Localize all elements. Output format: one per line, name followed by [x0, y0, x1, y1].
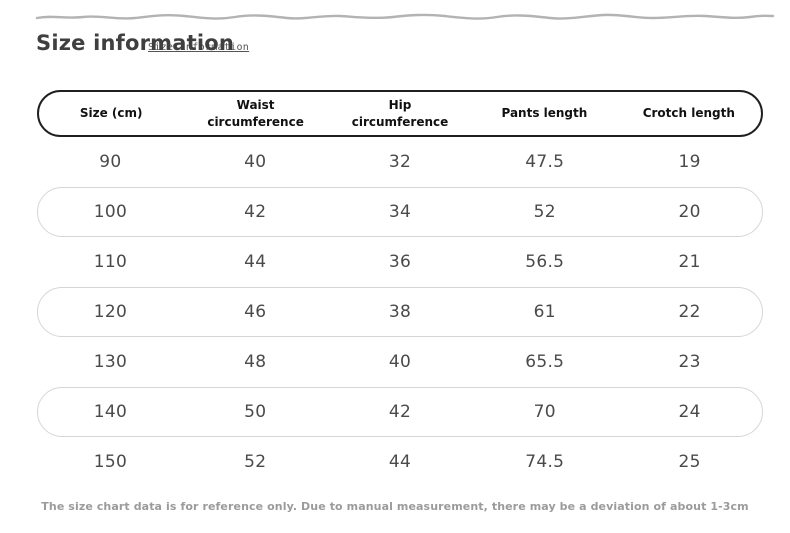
table-row: 120 46 38 61 22	[37, 287, 763, 337]
column-header-crotch-length: Crotch length	[642, 106, 735, 121]
cell-hip: 32	[388, 152, 412, 172]
cell-hip: 42	[388, 402, 412, 422]
table-row: 130 48 40 65.5 23	[37, 337, 763, 387]
cell-hip: 36	[388, 252, 412, 272]
table-row: 110 44 36 56.5 21	[37, 237, 763, 287]
section-title-block: Size information Size information	[36, 31, 790, 61]
cell-crotch-length: 20	[678, 202, 701, 222]
column-header-pants-length: Pants length	[501, 106, 588, 121]
cell-crotch-length: 22	[678, 302, 701, 322]
table-row: 100 42 34 52 20	[37, 187, 763, 237]
cell-waist: 48	[244, 352, 267, 372]
table-row: 140 50 42 70 24	[37, 387, 763, 437]
cell-crotch-length: 23	[678, 352, 701, 372]
cell-hip: 44	[388, 452, 412, 472]
size-chart-table: Size (cm) Waist circumference Hip circum…	[37, 90, 763, 487]
cell-size: 130	[93, 352, 128, 372]
cell-pants-length: 70	[533, 402, 556, 422]
cell-hip: 40	[388, 352, 412, 372]
cell-crotch-length: 21	[678, 252, 701, 272]
table-row: 90 40 32 47.5 19	[37, 137, 763, 187]
cell-size: 90	[99, 152, 122, 172]
cell-waist: 42	[244, 202, 267, 222]
cell-pants-length: 74.5	[525, 452, 565, 472]
cell-waist: 40	[244, 152, 267, 172]
cell-crotch-length: 24	[678, 402, 701, 422]
cell-hip: 38	[388, 302, 412, 322]
table-header-row: Size (cm) Waist circumference Hip circum…	[37, 90, 763, 137]
wavy-divider	[0, 0, 790, 23]
cell-pants-length: 47.5	[525, 152, 565, 172]
cell-waist: 46	[244, 302, 267, 322]
cell-crotch-length: 25	[678, 452, 701, 472]
cell-waist: 52	[244, 452, 267, 472]
cell-crotch-length: 19	[678, 152, 701, 172]
cell-pants-length: 65.5	[525, 352, 565, 372]
cell-waist: 44	[244, 252, 267, 272]
column-header-size: Size (cm)	[79, 106, 143, 121]
page-title: Size information	[36, 31, 235, 55]
cell-waist: 50	[244, 402, 267, 422]
cell-size: 150	[93, 452, 128, 472]
page-subtitle-overlap: Size information	[148, 42, 250, 53]
cell-size: 140	[93, 402, 128, 422]
disclaimer-note: The size chart data is for reference onl…	[41, 500, 749, 513]
cell-size: 110	[93, 252, 128, 272]
cell-size: 100	[93, 202, 128, 222]
cell-pants-length: 56.5	[525, 252, 565, 272]
cell-size: 120	[93, 302, 128, 322]
table-row: 150 52 44 74.5 25	[37, 437, 763, 487]
cell-hip: 34	[388, 202, 412, 222]
column-header-hip: Hip circumference	[351, 98, 449, 129]
cell-pants-length: 61	[533, 302, 556, 322]
column-header-waist: Waist circumference	[207, 98, 304, 129]
cell-pants-length: 52	[533, 202, 556, 222]
